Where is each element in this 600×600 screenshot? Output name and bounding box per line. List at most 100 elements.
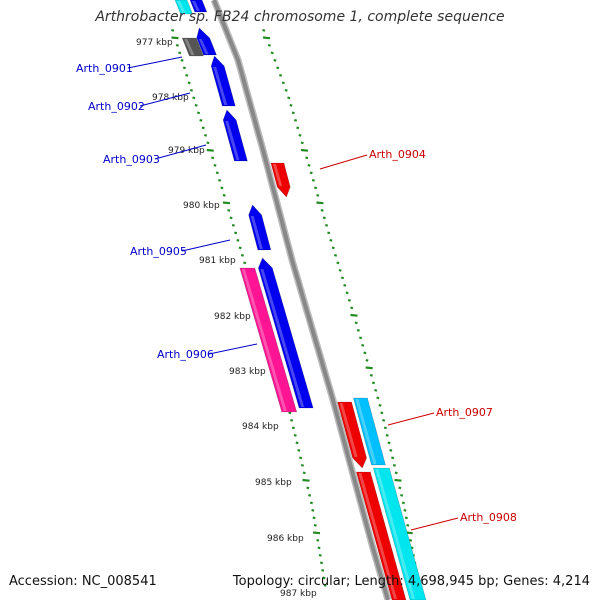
- tick-track-outer-tick: [278, 73, 283, 77]
- tick-track-outer-tick: [389, 448, 393, 452]
- tick-track-inner-tick: [312, 516, 316, 520]
- tick-track-inner-tick: [185, 73, 189, 77]
- tick-track-inner-tick: [189, 88, 193, 92]
- tick-track-inner-tick: [227, 208, 231, 212]
- cds-feature-blue-body: [258, 257, 314, 409]
- tick-track-inner-tick: [309, 501, 313, 505]
- scale-label: 987 kbp: [280, 589, 317, 599]
- tick-track-inner-tick: [240, 253, 244, 257]
- tick-track-outer-tick: [350, 306, 354, 310]
- tick-track-outer-tick: [371, 381, 376, 385]
- cds-feature-cyan-highlight: [375, 469, 415, 599]
- tick-track-outer-tick: [374, 388, 378, 392]
- gene-label: Arth_0901: [76, 62, 133, 75]
- tick-track-outer-tick: [376, 396, 380, 400]
- tick-track-outer-tick: [406, 523, 410, 527]
- tick-track-inner-tick: [182, 66, 186, 70]
- gene-label-leader: [139, 92, 191, 107]
- scale-label: 979 kbp: [168, 146, 205, 156]
- tick-track-inner-tick: [308, 493, 312, 497]
- cds-feature-blue-highlight: [250, 216, 263, 249]
- tick-track-inner-tick: [171, 28, 175, 32]
- gene-label: Arth_0904: [369, 148, 426, 161]
- tick-track-outer-tick: [385, 433, 389, 437]
- tick-track-inner-tick: [311, 508, 315, 512]
- tick-track-outer-tick: [270, 51, 274, 55]
- tick-track-outer-tick: [345, 291, 349, 295]
- cds-feature-blue: [196, 27, 217, 56]
- tick-track-outer-tick: [383, 426, 387, 430]
- tick-track-outer-tick: [356, 328, 360, 332]
- cds-feature-sky-highlight: [355, 399, 377, 464]
- cds-feature-blue-body: [222, 109, 248, 162]
- tick-track-inner-tick: [291, 426, 295, 430]
- cds-feature-red-body: [355, 471, 407, 600]
- tick-track-inner-tick: [175, 43, 179, 47]
- tick-track-outer-tick: [369, 373, 373, 377]
- cds-feature-sky-body: [353, 397, 386, 466]
- gene-label-leader: [410, 517, 459, 531]
- tick-track-outer-tick: [320, 208, 324, 212]
- backbone: [210, 0, 392, 600]
- tick-track-inner-tick: [218, 178, 222, 182]
- cds-feature-blue-highlight: [213, 67, 228, 105]
- tick-track-outer-tick: [324, 223, 329, 227]
- cds-feature-blue: [222, 109, 248, 162]
- gene-label: Arth_0903: [103, 153, 160, 166]
- cds-feature-blue-highlight: [198, 39, 209, 54]
- cds-feature-magenta: [239, 267, 298, 413]
- tick-track-inner-tick: [229, 216, 233, 220]
- scale-label: 977 kbp: [136, 38, 173, 48]
- genome-summary-text: Topology: circular; Length: 4,698,945 bp…: [232, 574, 590, 589]
- map-title: Arthrobacter sp. FB24 chromosome 1, comp…: [95, 9, 505, 25]
- tick-track-inner-tick: [180, 58, 184, 62]
- cds-feature-cyan: [174, 0, 194, 15]
- tick-track-outer-tick: [284, 88, 288, 92]
- tick-track-outer-tick: [350, 313, 358, 317]
- cds-feature-red: [337, 401, 367, 469]
- tick-track-outer-tick: [276, 66, 280, 70]
- cds-feature-magenta-highlight: [241, 269, 287, 411]
- tick-track-inner-tick: [222, 193, 226, 197]
- tick-track-inner-tick: [318, 553, 322, 557]
- tick-track-outer-tick: [322, 216, 326, 220]
- tick-track-inner-tick: [220, 186, 224, 190]
- tick-track-outer-tick: [400, 493, 404, 497]
- tick-track-outer-tick: [300, 148, 309, 152]
- tick-track-inner-tick: [194, 103, 198, 107]
- accession-text: Accession: NC_008541: [9, 574, 157, 589]
- gene-label-leader: [127, 56, 183, 69]
- tick-track-outer-tick: [347, 298, 351, 302]
- tick-track-outer-tick: [291, 111, 295, 115]
- tick-track-inner-tick: [321, 568, 325, 572]
- gene-label-leader: [154, 144, 207, 160]
- tick-track-inner-tick: [312, 531, 321, 535]
- scale-label: 984 kbp: [242, 422, 279, 432]
- tick-track-inner-tick: [196, 111, 201, 115]
- tick-track-inner-tick: [171, 36, 179, 40]
- tick-track-outer-tick: [314, 186, 318, 190]
- tick-track-outer-tick: [363, 351, 367, 355]
- tick-track-inner-tick: [201, 126, 205, 130]
- tick-track-outer-tick: [331, 246, 335, 250]
- cds-feature-red-highlight: [272, 164, 283, 186]
- cds-feature-blue-highlight: [192, 1, 200, 11]
- tick-track-outer-tick: [316, 201, 324, 205]
- cds-feature-cyan-body: [174, 0, 194, 15]
- cds-feature-cyan: [372, 467, 427, 600]
- tick-track-outer-tick: [358, 336, 363, 340]
- tick-track-outer-tick: [403, 508, 407, 512]
- tick-track-inner-tick: [178, 51, 182, 55]
- cds-feature-red-body: [270, 162, 291, 198]
- tick-track-inner-tick: [192, 96, 196, 100]
- scale-label: 982 kbp: [214, 312, 251, 322]
- scale-label: 981 kbp: [199, 256, 236, 266]
- gene-labels: Arth_0901 Arth_0902 Arth_0903 Arth_0904 Arth…: [76, 56, 517, 531]
- gene-label-leader: [181, 239, 231, 252]
- scale-label: 986 kbp: [267, 534, 304, 544]
- tick-track-outer-tick: [387, 441, 391, 445]
- tick-track-outer-tick: [267, 43, 271, 47]
- tick-track-inner-tick: [238, 246, 242, 250]
- tick-track-inner-tick: [222, 201, 231, 205]
- tick-track-outer-tick: [394, 471, 398, 475]
